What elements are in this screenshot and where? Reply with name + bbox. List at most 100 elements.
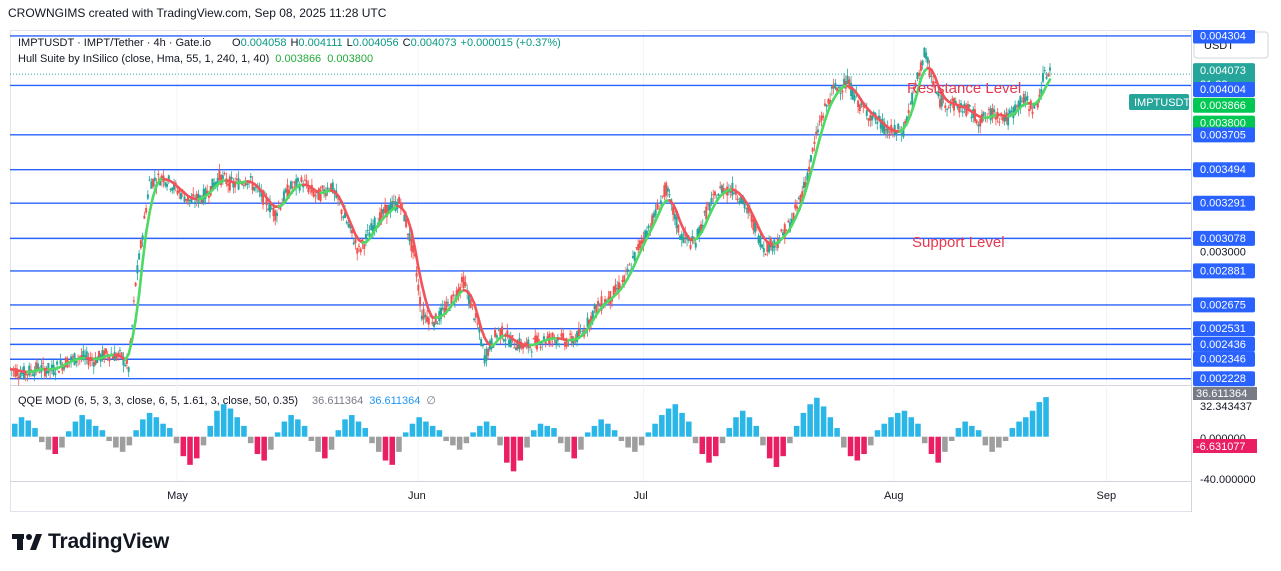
candle-body: [647, 225, 650, 229]
candle-body: [363, 244, 366, 250]
candle-body: [1017, 101, 1020, 110]
qqe-bar: [591, 425, 598, 437]
qqe-bar: [1029, 410, 1036, 437]
candle-body: [145, 208, 148, 213]
hull-segment: [905, 114, 912, 125]
qqe-bar: [908, 417, 914, 437]
candle-body: [825, 104, 828, 107]
candle-body: [84, 355, 87, 359]
chart-svg[interactable]: IMPTUSDT · IMPT/Tether · 4h · Gate.io O0…: [8, 28, 1270, 512]
candle-body: [675, 216, 678, 229]
candle-body: [916, 72, 919, 79]
candle-body: [713, 191, 716, 196]
candle-body: [703, 211, 706, 213]
hull-segment: [671, 202, 678, 213]
qqe-bar: [712, 436, 719, 457]
candle-body: [638, 240, 641, 249]
qqe-bar: [975, 430, 982, 437]
candle-body: [391, 201, 394, 210]
candle-body: [829, 99, 832, 105]
qqe-bar: [167, 428, 173, 437]
qqe-bar: [443, 436, 449, 442]
candle-body: [886, 126, 889, 134]
candle-body: [492, 344, 495, 348]
hull-segment: [410, 229, 417, 249]
candle-body: [830, 86, 833, 89]
price-axis-tag: [1193, 115, 1255, 131]
price-axis-tag: [1193, 230, 1255, 246]
chart-frame[interactable]: IMPTUSDT · IMPT/Tether · 4h · Gate.io O0…: [8, 28, 1270, 512]
candle-body: [609, 291, 612, 304]
qqe-axis-tag: [1193, 439, 1257, 453]
candle-body: [1038, 94, 1041, 98]
candle-body: [884, 129, 887, 131]
candle-body: [747, 207, 750, 214]
qqe-bar: [416, 417, 422, 437]
candle-body: [750, 215, 753, 222]
candle-body: [38, 372, 41, 374]
candle-body: [529, 346, 531, 348]
tradingview-logo[interactable]: TradingView: [12, 530, 169, 554]
l-value: 0.004056: [353, 37, 399, 49]
candle-body: [207, 196, 210, 198]
legend-symbol: IMPTUSDT · IMPT/Tether · 4h · Gate.io: [18, 37, 211, 49]
candle-body: [57, 370, 60, 373]
qqe-bar: [557, 436, 564, 444]
candle-body: [888, 134, 891, 136]
candle-body: [171, 187, 174, 191]
candle-body: [769, 238, 772, 248]
hull-segment: [937, 84, 944, 95]
qqe-bar: [921, 436, 928, 444]
candle-body: [204, 188, 207, 199]
qqe-bar: [948, 436, 955, 442]
candle-body: [82, 350, 85, 359]
price-axis-tag: [1193, 162, 1255, 178]
candle-body: [1049, 67, 1051, 71]
candle-body: [935, 91, 938, 94]
candle-body: [654, 209, 657, 216]
candle-body: [1019, 96, 1022, 107]
qqe-bar: [140, 419, 146, 437]
price-series: [8, 47, 1052, 386]
candle-body: [253, 187, 256, 191]
qqe-bar: [618, 436, 625, 442]
candle-body: [722, 187, 725, 195]
candle-body: [85, 351, 88, 358]
candle-body: [146, 194, 149, 199]
candle-body: [511, 335, 514, 337]
qqe-bar: [638, 436, 645, 446]
qqe-bar: [301, 425, 308, 437]
candle-body: [937, 92, 940, 97]
candle-body: [979, 119, 982, 127]
hull-segment: [347, 216, 354, 228]
candle-body: [1042, 72, 1045, 82]
qqe-bar: [322, 436, 328, 459]
hull-segment: [793, 209, 801, 220]
month-label: Aug: [884, 490, 904, 502]
candle-body: [600, 296, 603, 311]
candle-body: [370, 223, 373, 231]
candle-body: [504, 339, 507, 341]
qqe-bar: [38, 436, 45, 443]
candle-body: [710, 197, 713, 204]
candle-body: [761, 244, 764, 248]
candle-body: [809, 155, 812, 162]
qqe-bar: [915, 423, 921, 437]
price-axis-labels: 0.0043040.00407331:220.0040040.0038660.0…: [1193, 28, 1255, 387]
candle-body: [389, 203, 392, 213]
candle-body: [944, 105, 947, 108]
candle-body: [344, 212, 347, 219]
candle-body: [412, 245, 415, 253]
candle-body: [303, 179, 306, 181]
candle-body: [515, 347, 518, 351]
candle-body: [823, 103, 826, 106]
qqe-bar: [578, 436, 584, 450]
candle-body: [706, 204, 709, 206]
candle-body: [356, 248, 359, 254]
candle-body: [673, 213, 676, 220]
candle-body: [598, 305, 601, 307]
candle-body: [591, 310, 594, 321]
candle-body: [455, 290, 458, 300]
qqe-bar: [699, 436, 706, 455]
qqe-bar: [362, 428, 369, 437]
